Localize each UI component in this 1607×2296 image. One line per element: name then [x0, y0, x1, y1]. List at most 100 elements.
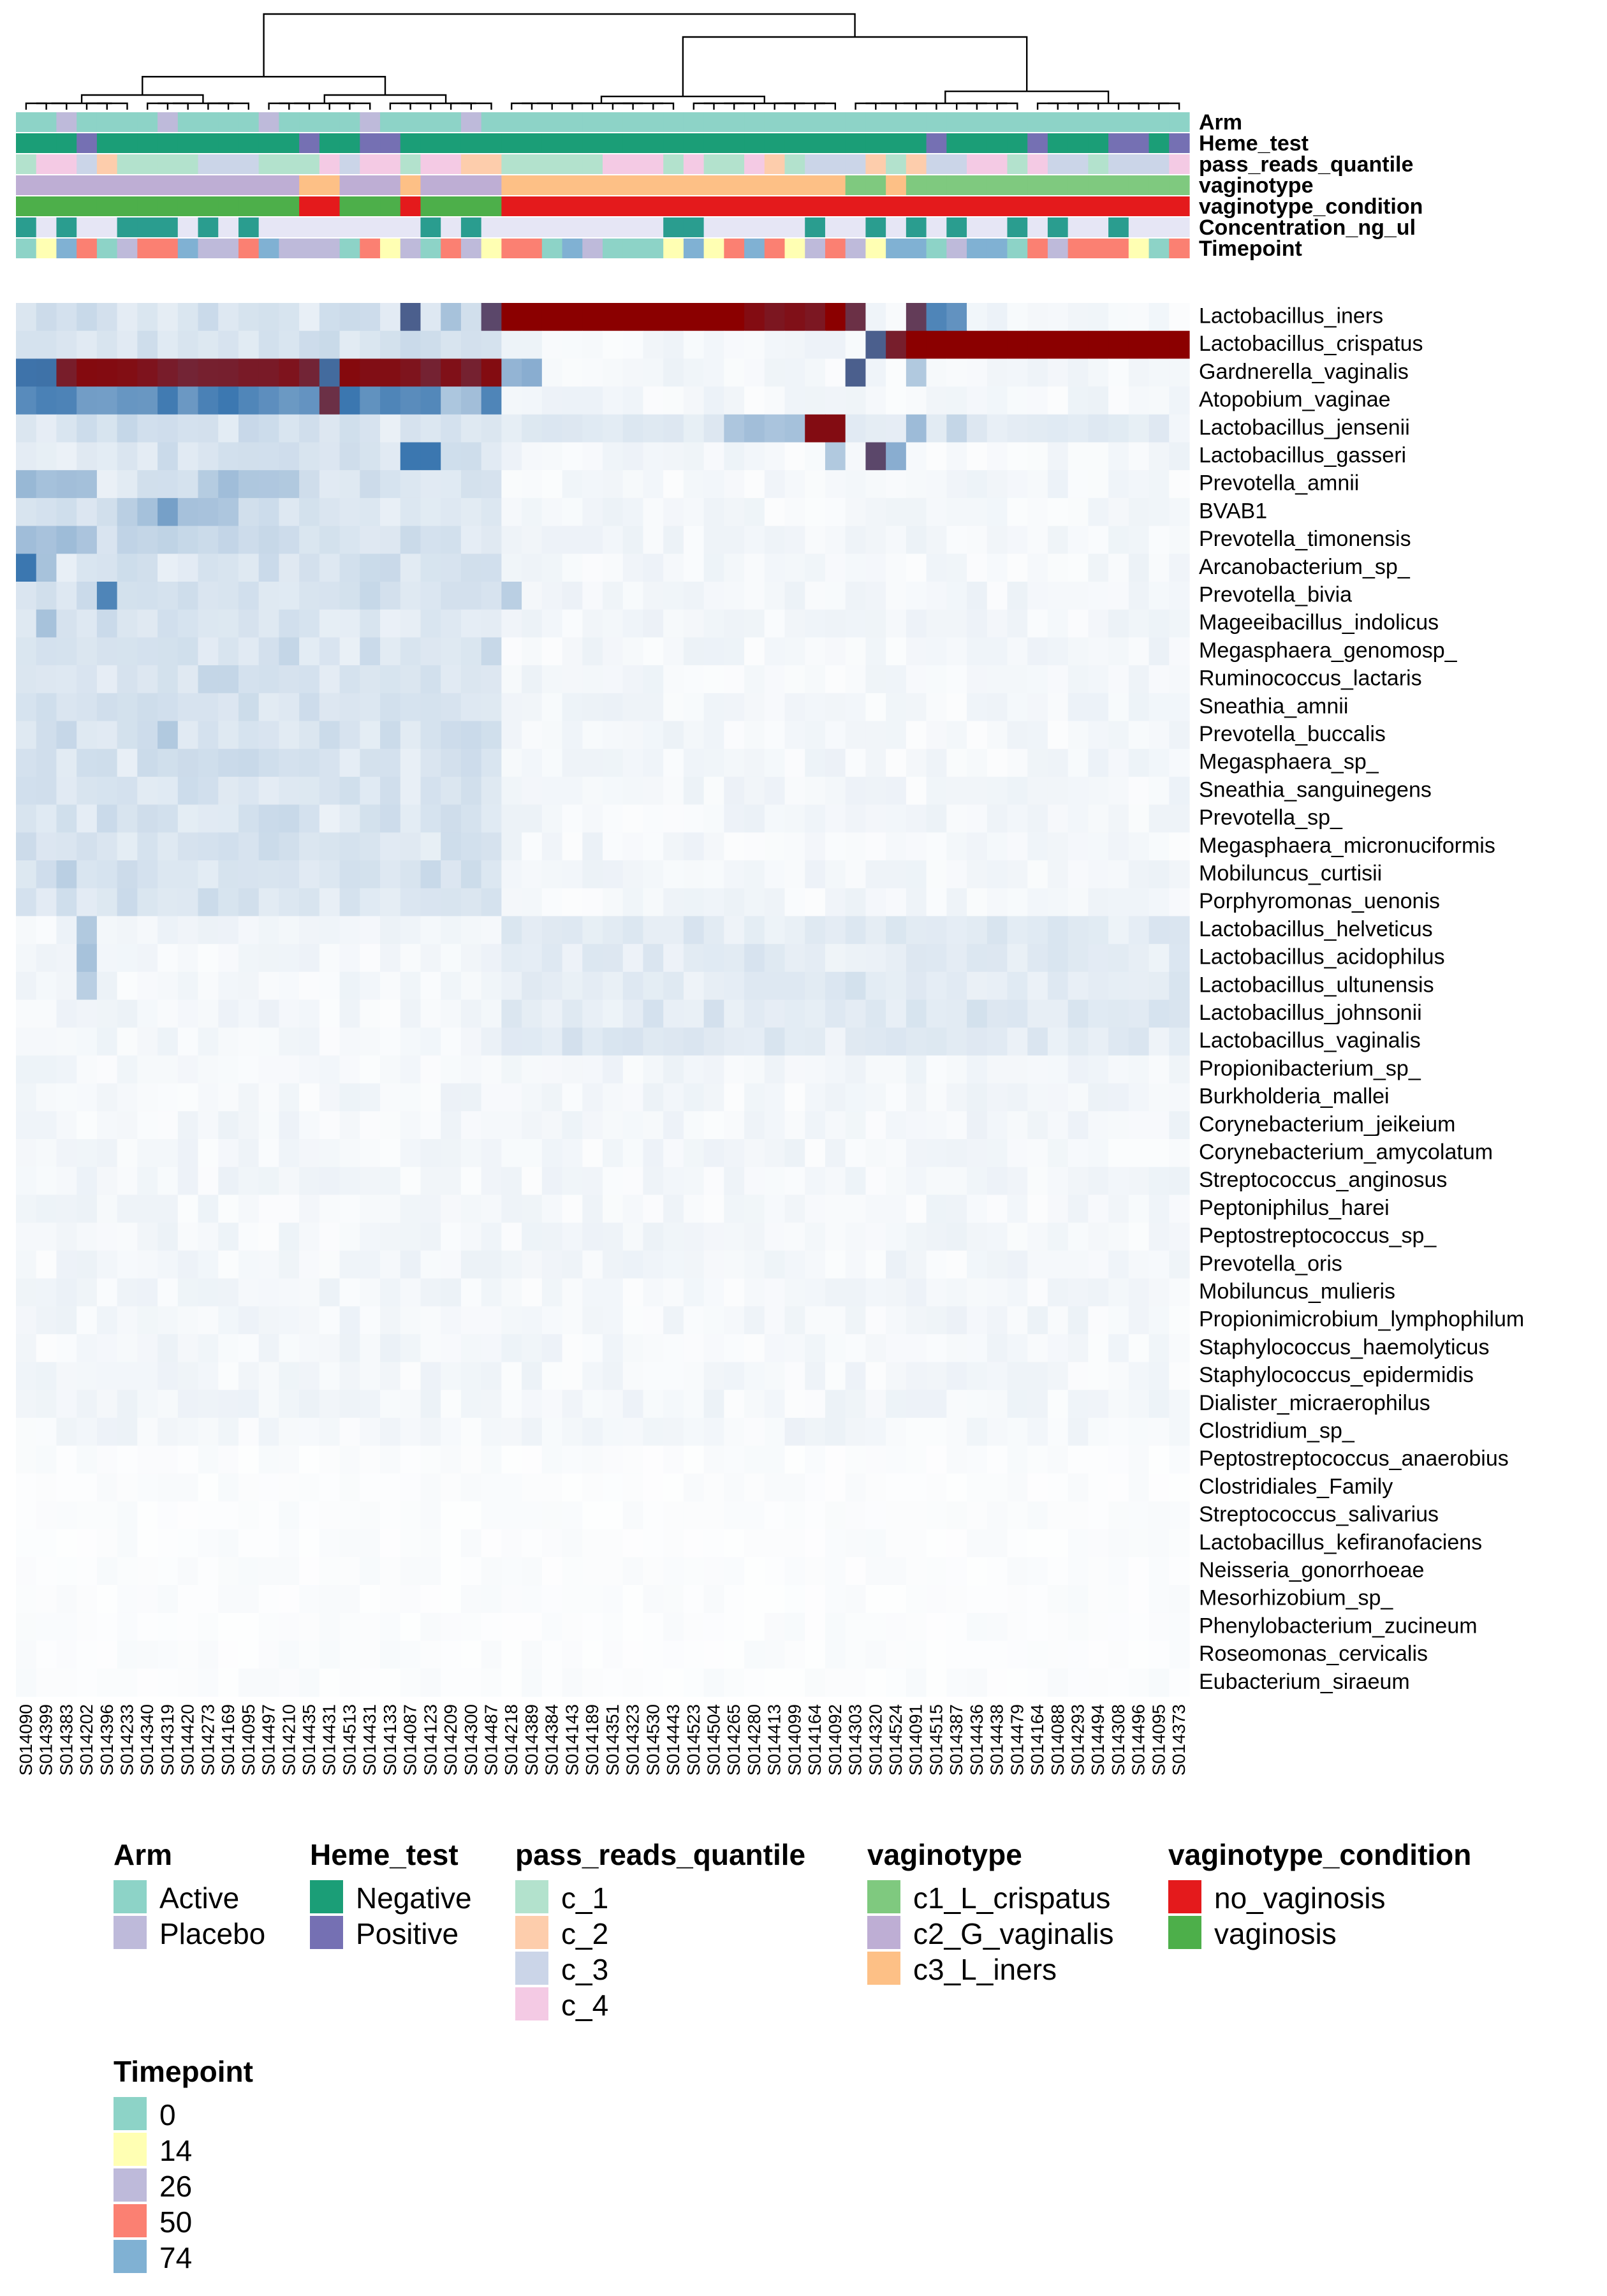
heatmap-cell — [744, 1278, 765, 1307]
annotation-cell — [360, 154, 381, 174]
heatmap-cell — [541, 944, 563, 973]
heatmap-cell — [1068, 693, 1089, 722]
heatmap-cell — [825, 386, 846, 415]
heatmap-cell — [77, 832, 98, 861]
heatmap-cell — [825, 1027, 846, 1056]
heatmap-cell — [522, 860, 543, 889]
heatmap-cell — [279, 971, 300, 1001]
heatmap-cell — [562, 358, 583, 387]
heatmap-cell — [1047, 470, 1069, 499]
heatmap-cell — [764, 1445, 786, 1474]
heatmap-cell — [501, 1585, 522, 1614]
heatmap-cell — [420, 1306, 441, 1335]
heatmap-cell — [501, 1501, 522, 1530]
heatmap-cell — [663, 303, 684, 332]
heatmap-cell — [845, 1055, 867, 1084]
heatmap-cell — [1088, 1418, 1109, 1446]
heatmap-cell — [663, 1083, 684, 1112]
heatmap-cell — [177, 554, 199, 582]
heatmap-cell — [77, 637, 98, 666]
heatmap-cell — [703, 526, 724, 554]
heatmap-cell — [158, 637, 179, 666]
heatmap-cell — [117, 1195, 138, 1223]
heatmap-cell — [906, 1166, 927, 1195]
heatmap-cell — [258, 971, 280, 1001]
heatmap-cell — [501, 1111, 522, 1140]
heatmap-cell — [744, 1027, 765, 1056]
heatmap-cell — [946, 1557, 967, 1586]
heatmap-cell — [299, 1612, 320, 1642]
heatmap-cell — [380, 1418, 401, 1446]
heatmap-cell — [562, 1334, 583, 1363]
annotation-cell — [420, 239, 441, 258]
heatmap-cell — [460, 358, 482, 387]
heatmap-cell — [663, 860, 684, 889]
heatmap-cell — [865, 776, 886, 806]
heatmap-cell — [784, 776, 805, 806]
heatmap-cell — [522, 1640, 543, 1669]
heatmap-cell — [319, 470, 341, 499]
heatmap-cell — [522, 665, 543, 694]
heatmap-cell — [299, 888, 320, 916]
heatmap-cell — [622, 1612, 644, 1642]
heatmap-cell — [460, 1278, 482, 1307]
heatmap-cell — [926, 971, 947, 1001]
heatmap-cell — [865, 526, 886, 554]
heatmap-cell — [622, 358, 644, 387]
heatmap-cell — [1088, 1668, 1109, 1697]
heatmap-cell — [501, 693, 522, 722]
heatmap-cell — [541, 804, 563, 833]
heatmap-cell — [1169, 721, 1190, 749]
heatmap-cell — [744, 749, 765, 777]
heatmap-cell — [258, 330, 280, 359]
heatmap-cell — [16, 804, 37, 833]
heatmap-cell — [218, 582, 239, 610]
heatmap-cell — [360, 414, 381, 443]
heatmap-cell — [1108, 860, 1129, 889]
heatmap-cell — [663, 386, 684, 415]
heatmap-cell — [784, 554, 805, 582]
heatmap-cell — [522, 1250, 543, 1279]
heatmap-cell — [501, 916, 522, 945]
annotation-cell — [926, 196, 947, 216]
annotation-cell — [481, 239, 502, 258]
heatmap-cell — [622, 582, 644, 610]
heatmap-cell — [420, 944, 441, 973]
heatmap-cell — [744, 1083, 765, 1112]
heatmap-cell — [117, 1418, 138, 1446]
heatmap-cell — [238, 721, 260, 749]
heatmap-cell — [724, 1027, 745, 1056]
annotation-cell — [319, 196, 341, 216]
heatmap-cell — [805, 1250, 826, 1279]
dendrogram-link — [279, 102, 311, 110]
heatmap-cell — [825, 1362, 846, 1390]
heatmap-cell — [926, 1195, 947, 1223]
heatmap-cell — [603, 637, 624, 666]
heatmap-cell — [441, 1557, 462, 1586]
heatmap-cell — [238, 470, 260, 499]
heatmap-cell — [339, 1362, 360, 1390]
annotation-cell — [77, 112, 98, 132]
row-label: Lactobacillus_crispatus — [1199, 332, 1423, 356]
heatmap-cell — [238, 1612, 260, 1642]
heatmap-cell — [987, 944, 1008, 973]
heatmap-cell — [967, 1334, 988, 1363]
heatmap-cell — [926, 1334, 947, 1363]
heatmap-cell — [886, 554, 907, 582]
heatmap-cell — [663, 1640, 684, 1669]
heatmap-cell — [1068, 1390, 1089, 1418]
dendrogram-link — [400, 102, 432, 110]
heatmap-cell — [1027, 330, 1048, 359]
heatmap-cell — [16, 944, 37, 973]
heatmap-cell — [77, 609, 98, 638]
heatmap-cell — [117, 554, 138, 582]
heatmap-cell — [56, 1557, 77, 1586]
heatmap-cell — [218, 1250, 239, 1279]
heatmap-cell — [886, 470, 907, 499]
heatmap-cell — [1047, 1223, 1069, 1251]
heatmap-cell — [784, 1585, 805, 1614]
heatmap-cell — [845, 1195, 867, 1223]
heatmap-cell — [1169, 1640, 1190, 1669]
legend-label: 26 — [159, 2170, 192, 2203]
legend-label: vaginosis — [1214, 1917, 1337, 1950]
